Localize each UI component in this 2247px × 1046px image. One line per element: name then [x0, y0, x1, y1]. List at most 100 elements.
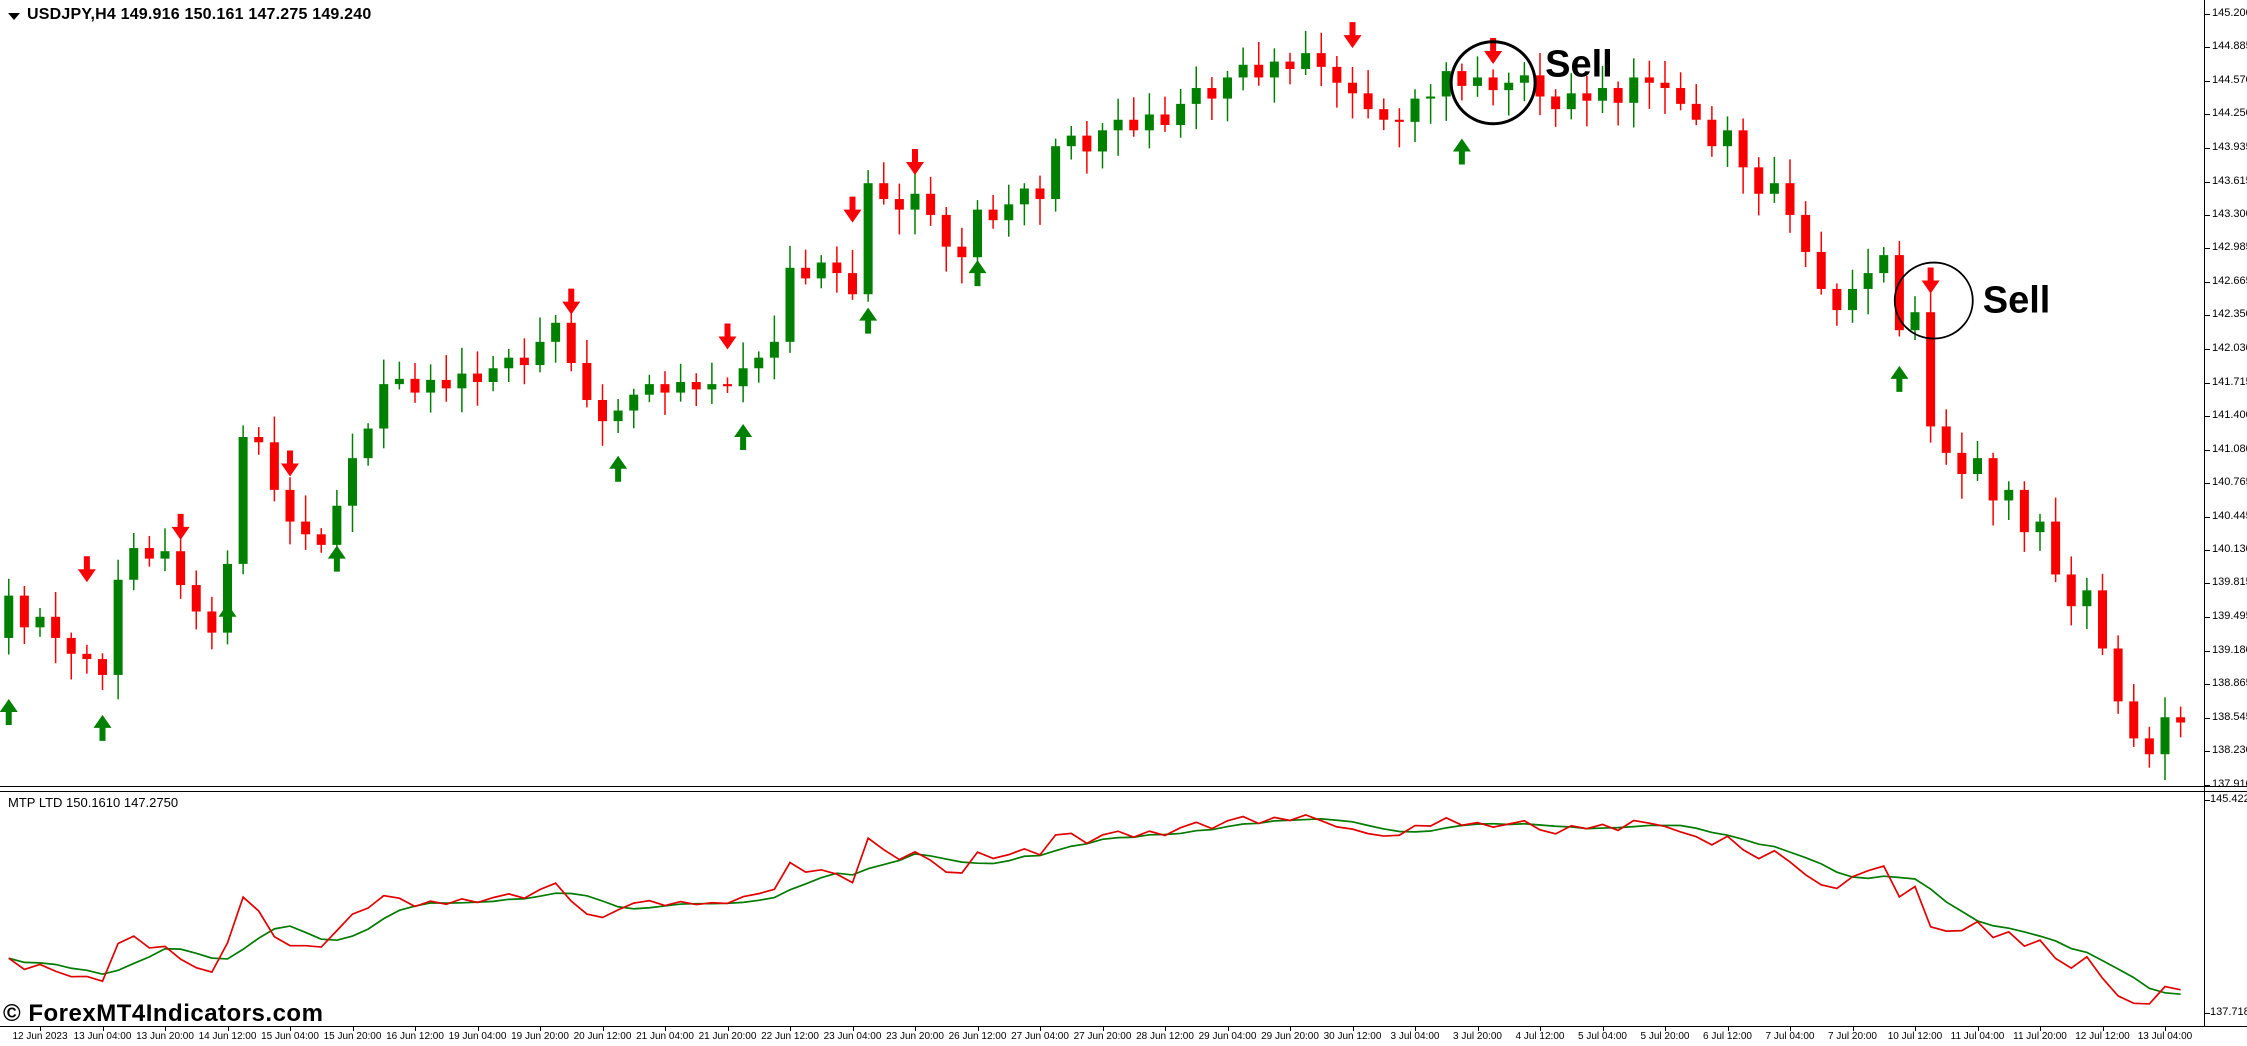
time-axis-tick — [477, 1026, 479, 1031]
candle — [785, 267, 795, 342]
time-axis-label: 16 Jun 12:00 — [386, 1031, 444, 1042]
time-axis-tick — [227, 1026, 229, 1031]
candle — [738, 368, 748, 387]
symbol-info[interactable]: USDJPY,H4 149.916 150.161 147.275 149.24… — [8, 6, 371, 24]
price-axis-tick — [2204, 14, 2210, 15]
candle — [2035, 521, 2045, 533]
candle — [207, 611, 217, 633]
time-axis-tick — [1227, 1026, 1229, 1031]
candle — [1348, 82, 1357, 94]
candle — [863, 183, 873, 295]
sell-text[interactable]: Sell — [1983, 280, 2051, 322]
time-axis-tick — [1602, 1026, 1604, 1031]
time-axis-tick — [2102, 1026, 2104, 1031]
candle — [1848, 288, 1857, 311]
sell-circle[interactable] — [1893, 261, 1974, 340]
candle — [848, 273, 857, 295]
candle — [1613, 88, 1623, 103]
candle — [754, 357, 764, 369]
candle — [1301, 53, 1311, 69]
candle — [723, 384, 732, 387]
time-axis-label: 13 Jun 04:00 — [73, 1031, 132, 1042]
time-axis-label: 11 Jul 04:00 — [1950, 1031, 2005, 1042]
time-axis-label: 6 Jul 12:00 — [1703, 1031, 1752, 1042]
panel-separator-line[interactable] — [0, 791, 2247, 792]
buy-arrow-icon[interactable] — [859, 307, 878, 334]
sell-arrow-icon[interactable] — [1921, 267, 1940, 294]
candle — [769, 341, 779, 358]
buy-arrow-icon[interactable] — [734, 424, 753, 450]
candle — [957, 246, 967, 258]
sell-arrow-icon[interactable] — [281, 450, 299, 477]
candle — [1035, 188, 1045, 200]
sell-arrow-icon[interactable] — [171, 513, 190, 540]
price-axis-tick — [2204, 751, 2210, 753]
candle — [1285, 61, 1295, 69]
time-axis-label: 10 Jul 12:00 — [1887, 1031, 1943, 1042]
time-axis-label: 13 Jul 04:00 — [2137, 1031, 2193, 1042]
price-axis-tick — [2204, 181, 2210, 183]
candle — [1816, 251, 1826, 289]
time-axis-tick — [1102, 1026, 1104, 1031]
candle — [2160, 717, 2170, 755]
panel-separator[interactable] — [0, 786, 2247, 787]
time-axis-label: 19 Jun 20:00 — [511, 1031, 569, 1042]
candle — [1863, 273, 1873, 289]
sell-arrow-icon[interactable] — [562, 288, 581, 315]
sell-arrow-icon[interactable] — [77, 556, 96, 583]
candle — [82, 653, 92, 660]
candle — [1910, 312, 1920, 331]
candle — [66, 637, 76, 654]
candle — [1269, 61, 1279, 78]
price-axis-label: 143.300 — [2212, 207, 2247, 220]
price-axis-label: 144.885 — [2212, 40, 2247, 53]
candle — [254, 437, 264, 443]
sell-circle[interactable] — [1449, 40, 1537, 126]
time-axis-label: 23 Jun 04:00 — [823, 1031, 882, 1042]
price-axis-label: 141.080 — [2212, 442, 2247, 455]
buy-arrow-icon[interactable] — [218, 603, 237, 630]
sell-arrow-icon[interactable] — [906, 149, 924, 176]
symbol-ohlc-text: USDJPY,H4 149.916 150.161 147.275 149.24… — [27, 6, 372, 23]
indicator-line-green — [8, 818, 2181, 996]
candle — [1644, 77, 1654, 83]
candle — [1098, 130, 1107, 152]
candle — [316, 534, 326, 545]
candle — [1707, 119, 1717, 147]
candle — [1316, 53, 1326, 67]
time-axis-label: 26 Jun 12:00 — [948, 1031, 1007, 1042]
buy-arrow-icon[interactable] — [327, 545, 346, 572]
buy-arrow-icon[interactable] — [93, 714, 112, 741]
time-axis-label: 22 Jun 12:00 — [761, 1031, 819, 1042]
candle — [1394, 119, 1404, 122]
candle — [1801, 214, 1811, 252]
sell-arrow-icon[interactable] — [718, 323, 737, 350]
time-axis-label: 27 Jun 20:00 — [1073, 1031, 1132, 1042]
price-axis-label: 141.400 — [2212, 408, 2247, 421]
candle — [644, 384, 654, 395]
candle — [1598, 88, 1607, 101]
buy-arrow-icon[interactable] — [1890, 365, 1909, 392]
sell-arrow-icon[interactable] — [843, 196, 862, 223]
candle — [1129, 119, 1139, 131]
indicator-chart[interactable] — [0, 793, 2204, 1026]
buy-arrow-icon[interactable] — [609, 455, 628, 482]
candle — [1082, 135, 1092, 152]
candle — [176, 551, 186, 586]
buy-arrow-icon[interactable] — [0, 698, 18, 725]
candle — [1676, 88, 1686, 104]
time-axis-tick — [1727, 1026, 1729, 1031]
candle — [363, 428, 373, 459]
price-axis-tick — [2204, 650, 2210, 652]
price-chart[interactable]: Sell Sell — [0, 0, 2204, 786]
candle — [1566, 93, 1576, 110]
buy-arrow-icon[interactable] — [968, 260, 987, 287]
chevron-down-icon[interactable] — [8, 12, 20, 20]
sell-arrow-icon[interactable] — [1484, 38, 1503, 65]
candle — [2051, 521, 2061, 575]
time-axis-label: 3 Jul 20:00 — [1453, 1031, 1502, 1042]
sell-arrow-icon[interactable] — [1343, 22, 1362, 49]
price-axis-tick — [2204, 382, 2210, 384]
buy-arrow-icon[interactable] — [1452, 138, 1471, 165]
sell-text[interactable]: Sell — [1545, 44, 1613, 86]
